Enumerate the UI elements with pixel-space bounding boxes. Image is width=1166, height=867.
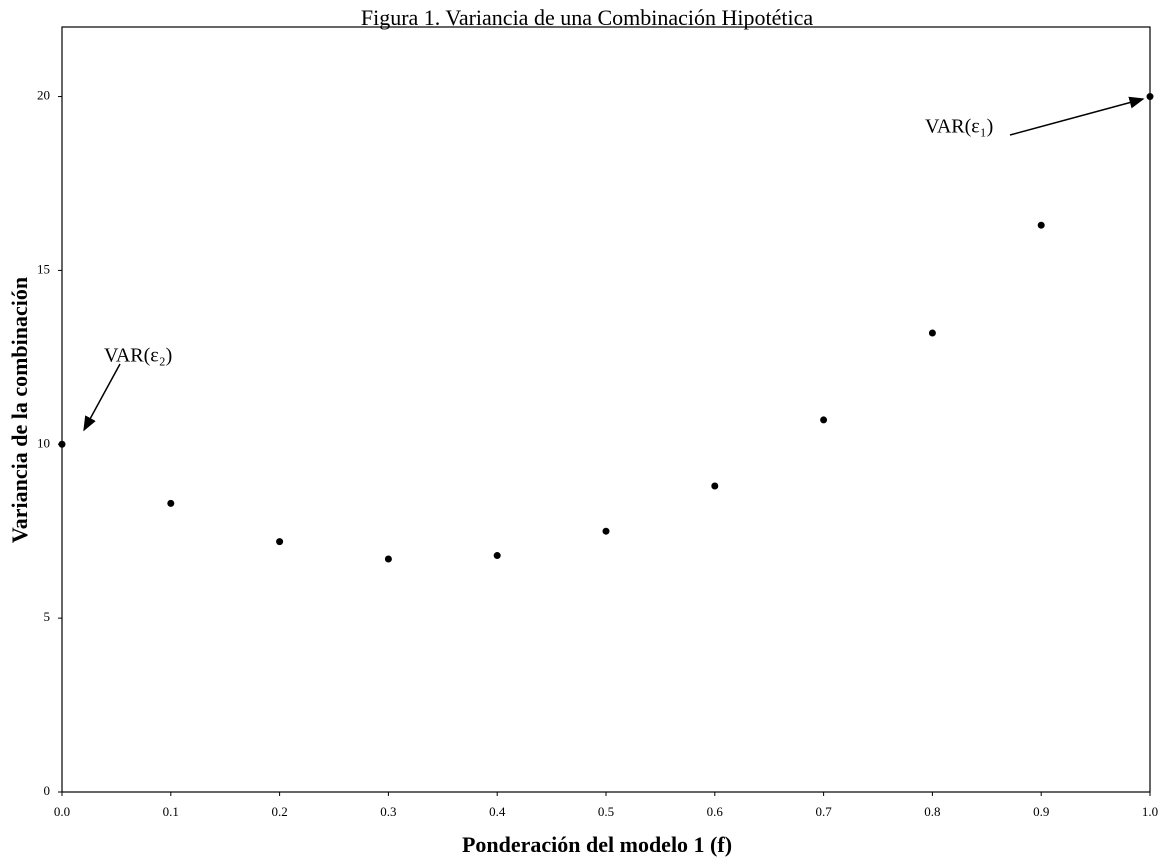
y-tick-label: 10 [37,435,50,450]
point [602,527,610,535]
y-tick-label: 15 [37,261,50,276]
y-tick-label: 0 [44,783,51,798]
chart-title: Figura 1. Variancia de una Combinación H… [361,5,814,30]
plot-frame [61,26,1151,793]
x-tick-label: 0.8 [924,804,940,819]
x-tick-label: 0.2 [271,804,287,819]
y-axis-label: Variancia de la combinación [7,277,32,543]
point [167,499,175,507]
arrow [83,363,121,432]
point [276,538,284,546]
x-tick-label: 0.3 [380,804,396,819]
point [711,482,719,490]
point [1037,221,1045,229]
x-tick-label: 0.1 [163,804,179,819]
point [928,329,936,337]
annotation: VAR(ε₁) [925,116,993,138]
x-tick-label: 0.9 [1033,804,1049,819]
x-tick-label: 0.5 [598,804,614,819]
point [820,416,828,424]
y-tick-label: 5 [44,609,51,624]
x-tick-label: 0.7 [815,804,832,819]
x-tick-label: 0.0 [54,804,70,819]
point [493,552,501,560]
point [1146,93,1154,101]
x-axis-label: Ponderación del modelo 1 (f) [462,832,732,857]
point [58,440,66,448]
x-tick-label: 0.6 [707,804,724,819]
x-tick-label: 1.0 [1142,804,1158,819]
point [384,555,392,563]
annotation: VAR(ε₂) [104,345,172,367]
arrow [1009,96,1145,136]
y-tick-label: 20 [37,88,50,103]
x-tick-label: 0.4 [489,804,506,819]
